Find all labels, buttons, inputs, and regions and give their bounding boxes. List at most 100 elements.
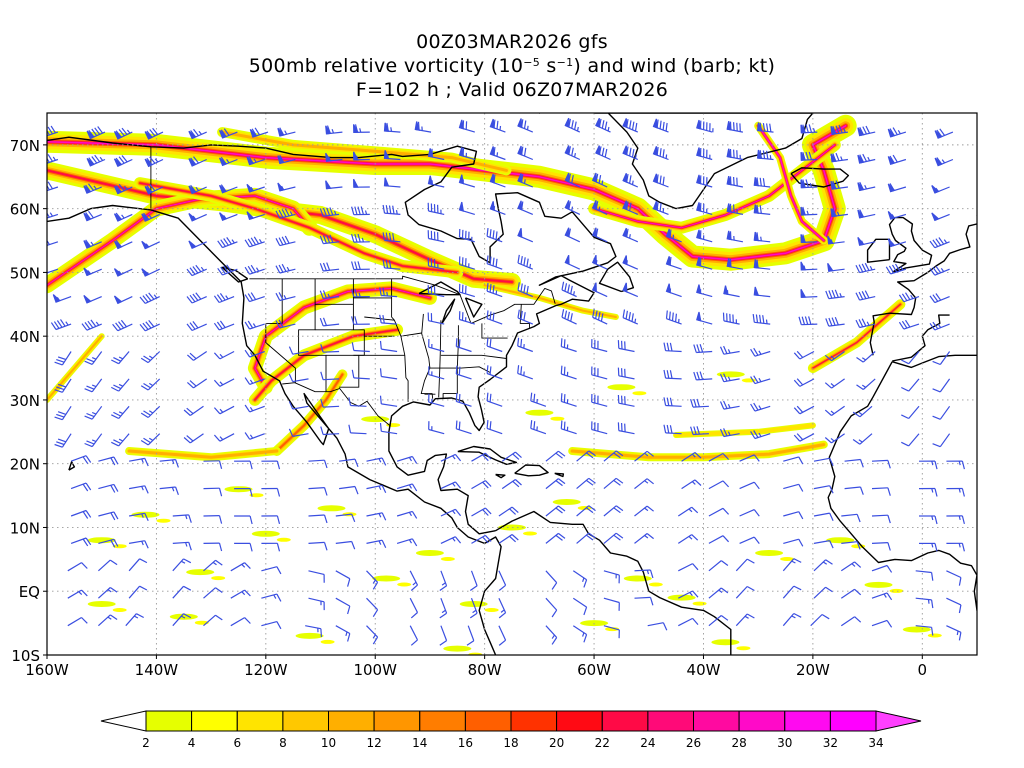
lon-tick-label: 140W xyxy=(135,661,179,679)
wind-barb xyxy=(498,506,519,517)
wind-barb xyxy=(824,378,845,389)
wind-barb xyxy=(793,350,815,360)
colorbar: 2 4 6 8 10 12 14 16 18 20 22 24 26 28 30 32 34 xyxy=(100,710,922,750)
wind-barb xyxy=(261,542,281,552)
wind-barb xyxy=(319,290,340,300)
wind-barb xyxy=(793,433,815,442)
wind-barb xyxy=(52,294,72,303)
wind-barb xyxy=(840,561,862,572)
wind-barb xyxy=(782,612,802,627)
wind-barb xyxy=(652,146,669,161)
wind-barb xyxy=(320,371,340,381)
wind-barb xyxy=(84,351,103,365)
wind-barb xyxy=(561,309,577,325)
vorticity-patch xyxy=(443,645,472,652)
wind-barb xyxy=(275,263,296,274)
wind-barb xyxy=(113,240,133,250)
vorticity-band xyxy=(757,125,825,242)
wind-barb xyxy=(308,597,325,611)
vorticity-patch xyxy=(523,531,537,536)
wind-barb xyxy=(603,532,624,544)
wind-barb xyxy=(750,347,771,357)
wind-barb xyxy=(128,540,149,549)
wind-barb xyxy=(813,540,834,549)
wind-barb xyxy=(275,292,296,302)
vorticity-patch xyxy=(605,627,620,632)
colorbar-label: 6 xyxy=(233,736,241,750)
vorticity-patch xyxy=(864,581,893,588)
wind-barb xyxy=(308,459,328,469)
wind-barb xyxy=(663,342,682,353)
wind-barb xyxy=(844,458,864,468)
colorbar-swatch xyxy=(784,710,831,732)
wind-barb xyxy=(486,228,503,243)
political-border xyxy=(364,316,395,321)
colorbar-swatch xyxy=(601,710,649,732)
vorticity-patch xyxy=(112,544,127,549)
wind-barb xyxy=(726,175,744,188)
wind-barb xyxy=(595,145,611,161)
wind-barb xyxy=(305,625,322,638)
wind-barb xyxy=(186,321,207,332)
wind-barb xyxy=(348,424,367,435)
wind-barb xyxy=(793,405,815,415)
wind-barb xyxy=(428,338,445,353)
title-field-text: 500mb relative vorticity (10 xyxy=(248,55,524,77)
wind-barb xyxy=(440,508,462,517)
wind-barb xyxy=(678,590,699,599)
wind-barb xyxy=(186,378,208,389)
wind-barb xyxy=(545,505,566,517)
wind-barb xyxy=(931,185,950,194)
lake-huron xyxy=(464,297,483,318)
wind-barb xyxy=(871,592,893,601)
vorticity-patch xyxy=(632,391,647,396)
wind-barb xyxy=(901,405,920,420)
wind-barb xyxy=(735,558,755,572)
wind-barb xyxy=(172,558,192,572)
wind-barb xyxy=(335,513,356,523)
colorbar-swatch xyxy=(328,710,375,732)
wind-barb xyxy=(750,375,771,385)
wind-barb xyxy=(469,570,478,591)
wind-barb xyxy=(440,536,462,544)
title-line-field: 500mb relative vorticity (10−5 s−1) and … xyxy=(0,54,1024,78)
wind-barb xyxy=(188,156,207,167)
wind-barb xyxy=(486,255,503,270)
wind-barb xyxy=(455,420,472,435)
wind-barb xyxy=(140,378,161,391)
wind-barb xyxy=(663,397,682,407)
wind-barb xyxy=(113,295,133,305)
wind-barb xyxy=(617,422,635,435)
wind-barb xyxy=(622,309,639,325)
vorticity-band xyxy=(593,144,836,229)
wind-barb xyxy=(489,201,506,215)
wind-barb xyxy=(564,117,581,133)
wind-barb xyxy=(325,125,343,135)
colorbar-low-arrow xyxy=(100,710,147,732)
wind-barb xyxy=(47,268,59,274)
wind-barb xyxy=(932,351,951,366)
wind-barb xyxy=(663,369,682,380)
wind-barb xyxy=(186,292,207,304)
wind-barb xyxy=(244,432,265,440)
wind-barb xyxy=(383,122,401,133)
wind-barb xyxy=(576,477,596,490)
wind-barb xyxy=(841,541,861,550)
wind-barb xyxy=(934,128,954,139)
wind-barb xyxy=(915,570,934,581)
wind-barb xyxy=(946,460,965,470)
wind-barb xyxy=(813,485,834,494)
wind-barb xyxy=(213,433,235,442)
colorbar-label: 34 xyxy=(868,736,883,750)
wind-barb xyxy=(708,560,729,572)
vorticity-patch xyxy=(902,626,931,633)
vorticity-patch xyxy=(415,550,444,556)
colorbar-label: 24 xyxy=(640,736,655,750)
lat-tick-label: 20N xyxy=(10,456,40,474)
lat-tick-label: 10S xyxy=(11,647,40,665)
wind-barb xyxy=(830,124,848,135)
wind-barb xyxy=(489,118,506,133)
wind-barb xyxy=(458,201,475,215)
political-border xyxy=(282,382,391,427)
